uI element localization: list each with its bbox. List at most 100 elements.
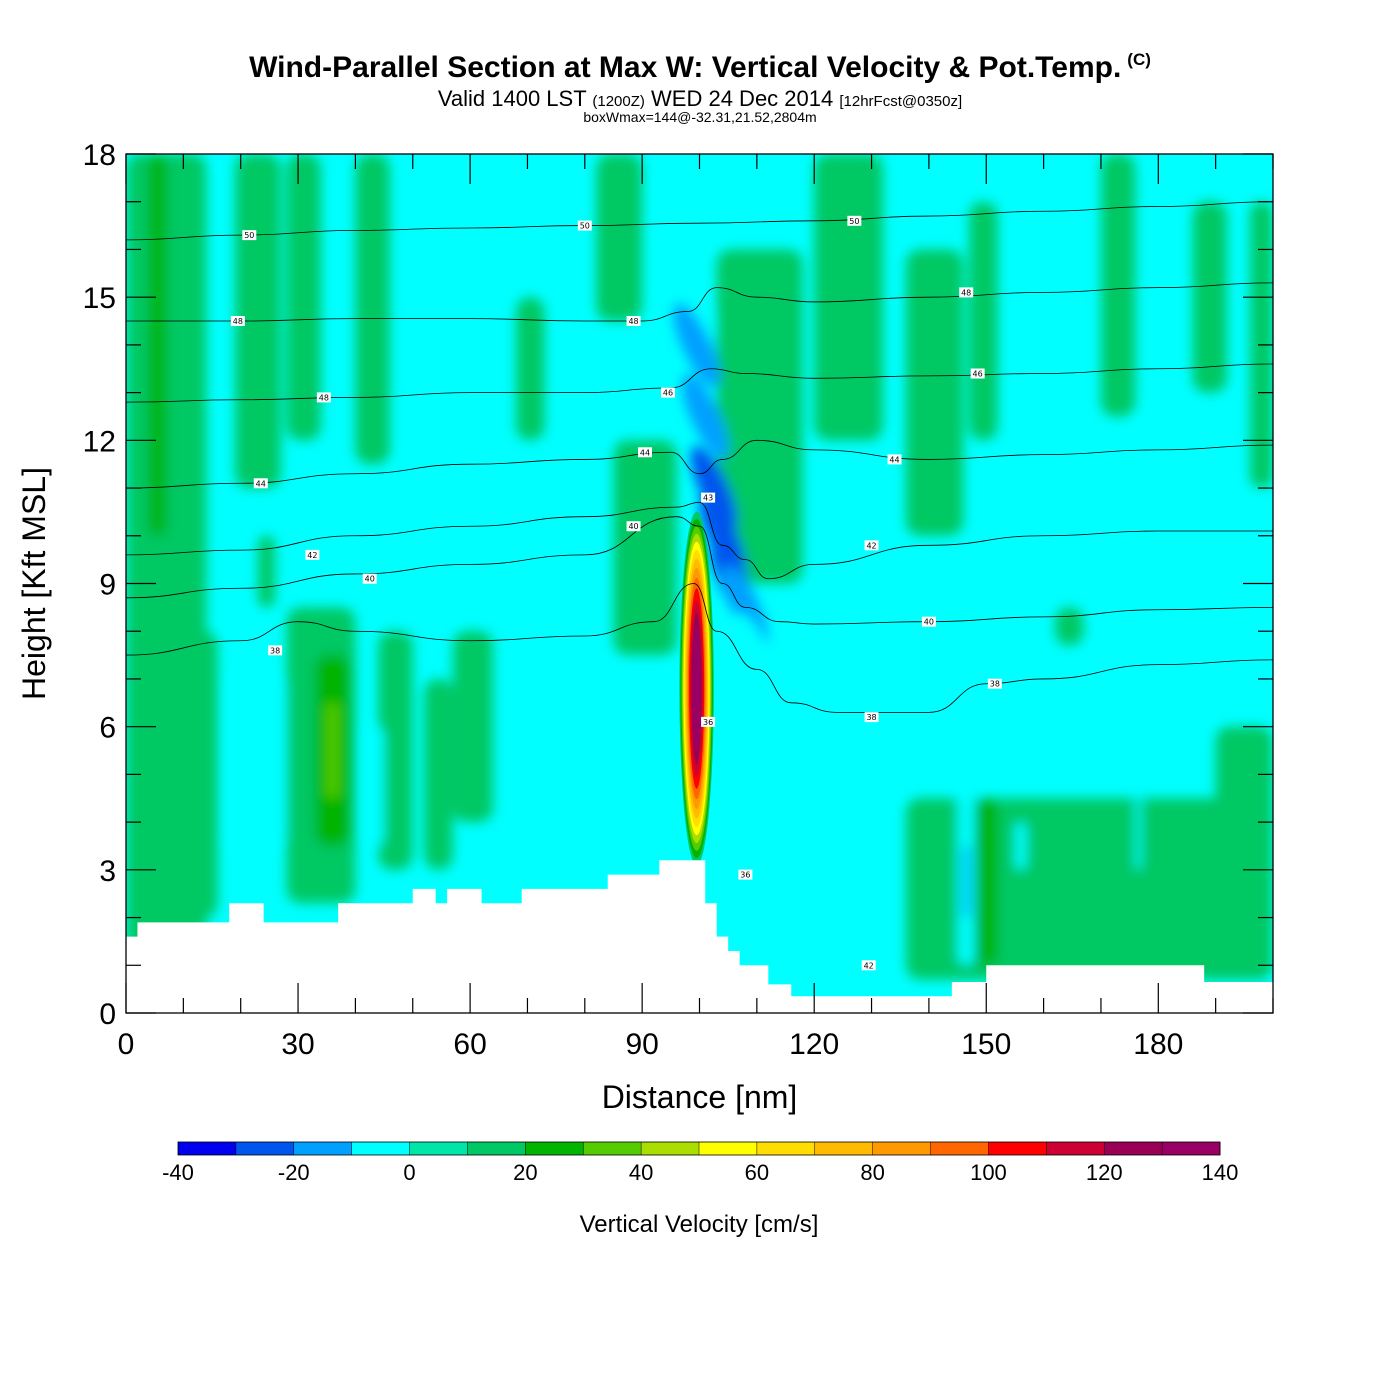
colorbar-swatch-13	[930, 1142, 989, 1155]
theta-contour-42	[126, 501, 1273, 580]
theta-contour-38	[126, 583, 1273, 713]
contour-label-bg-9	[253, 478, 268, 489]
contour-label-6: 48	[319, 393, 329, 402]
contour-label-21: 36	[703, 718, 713, 727]
axis-ticks	[125, 153, 1274, 1014]
colorbar-label-4: 40	[629, 1160, 653, 1185]
velocity-cell-24	[974, 798, 998, 966]
velocity-cell-5	[515, 297, 545, 441]
y-tick-label-15: 15	[83, 282, 116, 315]
colorbar-swatch-2	[293, 1142, 353, 1155]
contour-label-bg-15	[362, 573, 377, 584]
colorbar-title: Vertical Velocity [cm/s]	[580, 1211, 819, 1238]
velocity-cell-31	[1014, 822, 1027, 870]
x-tick-label-180: 180	[1133, 1028, 1183, 1061]
contour-label-23: 42	[864, 961, 874, 970]
x-tick-label-0: 0	[118, 1028, 135, 1061]
chart-title-text: Wind-Parallel Section at Max W: Vertical…	[249, 51, 1122, 84]
velocity-cell-14	[452, 631, 494, 823]
y-axis-title: Height [Kft MSL]	[16, 467, 52, 700]
contour-label-19: 38	[990, 680, 1000, 689]
y-tick-label-12: 12	[83, 425, 116, 458]
forecast-info: [12hrFcst@0350z]	[839, 93, 963, 110]
downdraft-cell-10	[756, 780, 804, 865]
colorbar-swatch-1	[235, 1142, 295, 1155]
contour-label-3: 48	[233, 317, 243, 326]
colorbar-label-9: 140	[1202, 1160, 1239, 1185]
contour-label-bg-6	[316, 392, 331, 403]
colorbar-swatch-8	[641, 1142, 700, 1155]
x-tick-label-60: 60	[453, 1028, 486, 1061]
colorbar-label-5: 60	[745, 1160, 769, 1185]
chart-title: Wind-Parallel Section at Max W: Vertical…	[0, 50, 1400, 85]
colorbar-swatch-14	[988, 1142, 1047, 1155]
contour-label-20: 38	[866, 713, 876, 722]
colorbar-label-6: 80	[860, 1160, 884, 1185]
velocity-cell-15	[613, 440, 677, 656]
colorbar-label-1: -20	[278, 1160, 310, 1185]
colorbar-label-0: -40	[162, 1160, 194, 1185]
colorbar-swatch-12	[872, 1142, 932, 1155]
contour-label-bg-11	[887, 454, 902, 465]
contour-label-bg-4	[626, 316, 641, 327]
contour-label-bg-19	[987, 678, 1002, 689]
contour-label-bg-3	[230, 316, 245, 327]
velocity-cell-17	[814, 154, 884, 441]
downdraft-cell-8	[745, 660, 792, 745]
contour-label-15: 40	[365, 575, 375, 584]
contour-label-16: 40	[628, 522, 638, 531]
velocity-cell-16	[716, 249, 803, 584]
box-info: boxWmax=144@-32.31,21.52,2804m	[583, 109, 817, 125]
downdraft-cell-3	[690, 445, 738, 531]
downdraft-cell-2	[682, 374, 729, 459]
contour-label-bg-13	[305, 549, 320, 560]
contour-label-4: 48	[628, 317, 638, 326]
contour-label-bg-21	[701, 716, 716, 727]
velocity-cell-27	[229, 678, 287, 846]
contour-label-bg-2	[847, 215, 862, 226]
velocity-cell-26	[1215, 726, 1273, 966]
updraft-ring-140	[694, 647, 699, 730]
colorbar-label-8: 120	[1086, 1160, 1123, 1185]
contour-label-bg-7	[660, 387, 675, 398]
theta-contour-40	[126, 516, 1273, 625]
valid-utc: (1200Z)	[592, 93, 645, 110]
contour-label-12: 43	[703, 494, 713, 503]
velocity-cell-21	[1192, 201, 1228, 393]
velocity-cell-8	[257, 535, 276, 608]
x-tick-label-150: 150	[961, 1028, 1011, 1061]
contour-label-bg-22	[738, 869, 753, 880]
contour-label-18: 38	[270, 646, 280, 655]
contour-label-bg-14	[864, 540, 879, 551]
contour-label-17: 40	[924, 618, 934, 627]
x-axis-title: Distance [nm]	[602, 1079, 798, 1115]
contour-label-bg-0	[242, 230, 257, 241]
x-tick-label-30: 30	[281, 1028, 314, 1061]
contour-label-2: 50	[849, 217, 859, 226]
contour-label-11: 44	[889, 455, 899, 464]
contour-label-7: 46	[663, 389, 673, 398]
velocity-cell-20	[1100, 154, 1136, 417]
contour-label-bg-5	[959, 287, 974, 298]
y-tick-label-3: 3	[99, 855, 116, 888]
velocity-cell-32	[1135, 798, 1142, 870]
colorbar-swatch-9	[699, 1142, 758, 1155]
contour-label-bg-12	[701, 492, 716, 503]
contour-label-bg-20	[864, 712, 879, 723]
theta-contour-48	[126, 282, 1273, 322]
contour-label-bg-23	[861, 960, 876, 971]
downdraft-cell-9	[750, 732, 798, 817]
contour-label-9: 44	[256, 479, 266, 488]
colorbar-swatch-11	[814, 1142, 874, 1155]
updraft-core	[679, 511, 714, 866]
velocity-cell-30	[963, 845, 970, 918]
valid-prefix: Valid 1400 LST	[437, 86, 587, 111]
colorbar-label-7: 100	[970, 1160, 1007, 1185]
velocity-cell-11	[326, 702, 339, 799]
colorbar-swatch-10	[756, 1142, 816, 1155]
colorbar-swatch-16	[1104, 1142, 1163, 1155]
theta-contours	[126, 201, 1273, 713]
theta-contour-50	[126, 201, 1273, 241]
contour-label-10: 44	[640, 448, 650, 457]
